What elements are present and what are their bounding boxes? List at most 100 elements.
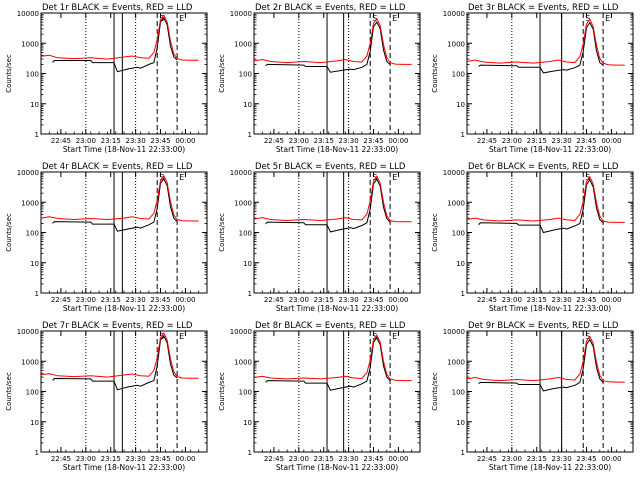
y-tick-label: 10000	[443, 328, 465, 336]
chart-title: Det 4r BLACK = Events, RED = LLD	[42, 162, 193, 172]
chart-panel: Det 6r BLACK = Events, RED = LLD 1 10 100 10…	[431, 162, 634, 313]
x-tick-label: 00:00	[388, 455, 408, 463]
x-tick-label: 23:15	[101, 137, 121, 145]
x-tick-label: 22:45	[51, 296, 71, 304]
chart-title: Det 5r BLACK = Events, RED = LLD	[255, 162, 406, 172]
marker-label: E	[179, 173, 184, 182]
x-axis-label: Start Time (18-Nov-11 22:33:00)	[489, 145, 611, 154]
y-tick-label: 10	[243, 260, 252, 268]
plot-frame	[466, 330, 634, 453]
chart-title: Det 3r BLACK = Events, RED = LLD	[468, 3, 619, 13]
y-tick-label: 1000	[21, 358, 39, 366]
y-tick-label: 10	[456, 260, 465, 268]
chart-title: Det 1r BLACK = Events, RED = LLD	[42, 3, 193, 13]
plot-frame	[40, 171, 208, 294]
x-tick-label: 22:45	[477, 455, 497, 463]
x-tick-label: 23:15	[314, 296, 334, 304]
x-tick-label: 23:30	[126, 455, 146, 463]
chart-panel: Det 1r BLACK = Events, RED = LLD 1 10 100 10…	[5, 3, 208, 154]
x-tick-label: 23:45	[363, 296, 383, 304]
marker-label: S	[372, 173, 377, 182]
marker-label: E	[392, 173, 397, 182]
y-tick-label: 10000	[17, 10, 39, 18]
y-tick-label: 1	[248, 449, 252, 457]
x-axis-label: Start Time (18-Nov-11 22:33:00)	[63, 304, 185, 313]
x-tick-label: 00:00	[175, 455, 195, 463]
x-tick-label: 23:15	[314, 455, 334, 463]
x-tick-label: 23:00	[289, 455, 309, 463]
y-axis-label: Counts/sec	[431, 54, 439, 93]
events-series-line	[265, 336, 391, 391]
chart-panel: Det 5r BLACK = Events, RED = LLD 1 10 100 10…	[218, 162, 421, 313]
y-tick-label: 10000	[230, 328, 252, 336]
y-tick-label: 10000	[17, 169, 39, 177]
x-axis-label: Start Time (18-Nov-11 22:33:00)	[276, 463, 398, 472]
x-tick-label: 23:45	[363, 455, 383, 463]
x-tick-label: 23:30	[552, 455, 572, 463]
x-tick-label: 23:00	[289, 137, 309, 145]
x-tick-label: 00:00	[601, 455, 621, 463]
y-tick-label: 10000	[230, 10, 252, 18]
events-series-line	[478, 178, 604, 234]
y-tick-label: 1	[461, 290, 465, 298]
lld-series-line	[466, 335, 625, 383]
y-tick-label: 100	[239, 230, 252, 238]
x-tick-label: 22:45	[264, 296, 284, 304]
chart-title: Det 9r BLACK = Events, RED = LLD	[468, 321, 619, 331]
y-tick-label: 1	[461, 131, 465, 139]
chart-title: Det 8r BLACK = Events, RED = LLD	[255, 321, 406, 331]
x-tick-label: 23:30	[126, 296, 146, 304]
chart-panel: Det 4r BLACK = Events, RED = LLD 1 10 100 10…	[5, 162, 208, 313]
events-series-line	[265, 21, 391, 73]
y-tick-label: 100	[26, 389, 39, 397]
x-tick-label: 00:00	[388, 137, 408, 145]
lld-series-line	[40, 332, 199, 379]
x-tick-label: 23:30	[339, 137, 359, 145]
x-tick-label: 23:15	[527, 137, 547, 145]
y-axis-label: Counts/sec	[431, 213, 439, 252]
chart-title: Det 7r BLACK = Events, RED = LLD	[42, 321, 193, 331]
marker-label: S	[372, 332, 377, 341]
marker-label: S	[159, 173, 164, 182]
x-tick-label: 23:15	[527, 455, 547, 463]
events-series-line	[478, 21, 604, 74]
marker-label: E	[392, 14, 397, 23]
marker-label: E	[605, 332, 610, 341]
marker-label: E	[605, 173, 610, 182]
x-tick-label: 23:15	[101, 296, 121, 304]
chart-panel: Det 8r BLACK = Events, RED = LLD 1 10 100 10…	[218, 321, 421, 472]
x-axis-label: Start Time (18-Nov-11 22:33:00)	[63, 145, 185, 154]
y-tick-label: 10	[243, 101, 252, 109]
y-tick-label: 10000	[230, 169, 252, 177]
x-axis-label: Start Time (18-Nov-11 22:33:00)	[489, 463, 611, 472]
x-tick-label: 22:45	[51, 137, 71, 145]
y-tick-label: 1000	[447, 40, 465, 48]
x-tick-label: 23:15	[314, 137, 334, 145]
y-tick-label: 100	[452, 389, 465, 397]
x-tick-label: 23:15	[101, 455, 121, 463]
x-tick-label: 23:45	[576, 455, 596, 463]
chart-panel: Det 7r BLACK = Events, RED = LLD 1 10 100 10…	[5, 321, 208, 472]
y-tick-label: 1000	[21, 199, 39, 207]
y-axis-label: Counts/sec	[5, 213, 13, 252]
x-tick-label: 00:00	[601, 296, 621, 304]
y-axis-label: Counts/sec	[431, 372, 439, 411]
lld-series-line	[40, 174, 199, 222]
y-tick-label: 1	[248, 131, 252, 139]
y-tick-label: 1000	[447, 199, 465, 207]
y-tick-label: 1	[35, 449, 39, 457]
x-tick-label: 23:00	[502, 296, 522, 304]
plot-frame	[253, 330, 421, 453]
x-tick-label: 23:00	[76, 137, 96, 145]
y-tick-label: 10	[456, 101, 465, 109]
events-series-line	[52, 334, 178, 391]
x-tick-label: 22:45	[477, 137, 497, 145]
marker-label: S	[585, 173, 590, 182]
y-tick-label: 100	[452, 230, 465, 238]
chart-panel: Det 2r BLACK = Events, RED = LLD 1 10 100 10…	[218, 3, 421, 154]
events-series-line	[52, 16, 178, 73]
y-tick-label: 1	[248, 290, 252, 298]
x-tick-label: 23:00	[289, 296, 309, 304]
plot-frame	[253, 12, 421, 135]
events-series-line	[478, 338, 604, 392]
